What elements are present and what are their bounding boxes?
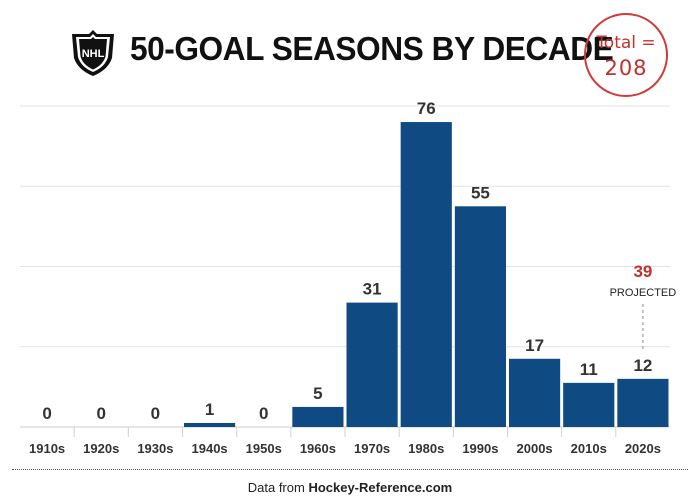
x-tick-labels: 1910s 1920s 1930s 1940s 1950s 1960s 1970s 1980s… [29, 441, 661, 456]
tick-label-1960s: 1960s [300, 441, 336, 456]
bar-2000s [509, 358, 561, 427]
value-label-2000s: 17 [525, 336, 544, 355]
bar-2010s [563, 382, 615, 427]
tick-label-1920s: 1920s [83, 441, 119, 456]
tick-label-1970s: 1970s [354, 441, 390, 456]
bar-1940s [184, 422, 236, 427]
projected-value-label: 39 [633, 262, 652, 281]
projected-note: PROJECTED [610, 287, 677, 299]
value-label-1910s: 0 [42, 404, 51, 423]
tick-label-2010s: 2010s [571, 441, 607, 456]
bar-1990s [454, 206, 506, 427]
bar-1970s [346, 302, 398, 427]
bar-2020s [617, 378, 669, 427]
value-label-2020s: 12 [633, 356, 652, 375]
chart-header: NHL 50-GOAL SEASONS BY DECADE Total = 20… [0, 0, 700, 100]
chart-title: 50-GOAL SEASONS BY DECADE [130, 30, 614, 67]
logo-lettering: NHL [82, 48, 105, 60]
value-label-1940s: 1 [205, 400, 214, 419]
tick-label-2020s: 2020s [625, 441, 661, 456]
total-label: Total = [596, 33, 656, 53]
bar-1960s [292, 406, 344, 427]
tick-label-1930s: 1930s [137, 441, 173, 456]
value-label-2010s: 11 [580, 360, 598, 379]
value-label-1990s: 55 [471, 183, 490, 202]
source-name: Hockey-Reference.com [308, 480, 453, 495]
tick-label-2000s: 2000s [517, 441, 553, 456]
value-label-1980s: 76 [417, 99, 436, 118]
value-label-1930s: 0 [151, 404, 160, 423]
value-label-1920s: 0 [97, 404, 106, 423]
footer-divider [12, 469, 688, 470]
tick-label-1910s: 1910s [29, 441, 65, 456]
gridlines [20, 105, 670, 437]
bar-1980s [400, 122, 452, 428]
tick-label-1950s: 1950s [246, 441, 282, 456]
total-value: 208 [604, 56, 648, 80]
source-prefix: Data from [247, 480, 309, 495]
total-stamp: Total = 208 [584, 13, 668, 97]
tick-label-1990s: 1990s [462, 441, 498, 456]
value-labels: 0 0 0 1 0 5 31 76 55 17 11 12 [42, 99, 652, 423]
value-label-1970s: 31 [363, 280, 382, 299]
tick-label-1980s: 1980s [408, 441, 444, 456]
nhl-logo-icon: NHL [72, 30, 114, 76]
annotations: 39 PROJECTED [610, 262, 677, 349]
bars [184, 122, 669, 428]
value-label-1960s: 5 [313, 384, 322, 403]
tick-label-1940s: 1940s [192, 441, 228, 456]
value-label-1950s: 0 [259, 404, 268, 423]
source-credit: Data from Hockey-Reference.com [0, 480, 700, 495]
